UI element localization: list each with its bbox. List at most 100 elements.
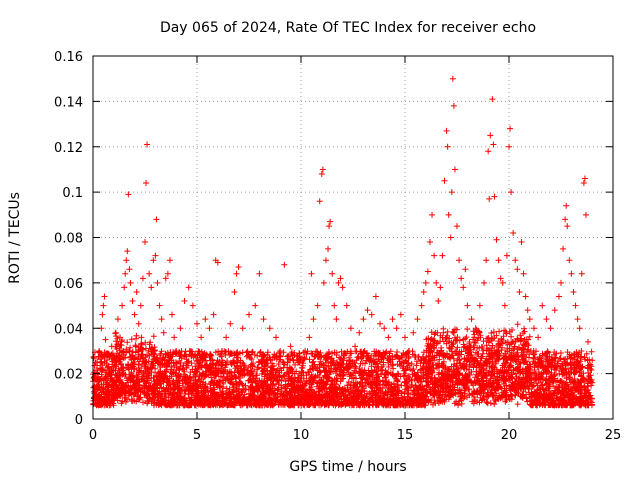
data-point [156,302,163,309]
data-point [364,307,371,314]
chart-title: Day 065 of 2024, Rate Of TEC Index for r… [160,20,536,36]
data-point [389,316,396,323]
data-point [117,334,124,341]
data-point [158,316,165,323]
data-point [444,143,451,150]
data-point [562,216,569,223]
y-tick-label: 0.14 [54,95,83,110]
data-point [551,307,558,314]
data-point [574,316,581,323]
data-point [447,234,454,241]
y-tick-label: 0 [75,413,83,428]
data-point [518,239,525,246]
data-point [126,266,133,273]
data-point [462,266,469,273]
data-point [198,334,205,341]
data-point [329,270,336,277]
data-point [372,293,379,300]
data-point [160,329,167,336]
data-point [293,352,300,359]
data-point [112,329,119,336]
data-point [539,302,546,309]
data-point [239,325,246,332]
x-tick-label: 20 [501,428,518,443]
data-point [356,329,363,336]
data-point [287,343,294,350]
data-point [456,257,463,264]
data-point [490,141,497,148]
data-point [572,302,579,309]
data-point [368,311,375,318]
data-point [143,180,150,187]
y-tick-label: 0.02 [54,368,83,383]
data-point [516,288,523,295]
data-point [210,311,217,318]
data-point [530,325,537,332]
data-point [414,316,421,323]
data-point [526,316,533,323]
data-point [535,334,542,341]
dense-points [90,321,596,409]
data-point [481,279,488,286]
data-point [578,270,585,277]
y-tick-label: 0.1 [62,186,83,201]
data-point [131,311,138,318]
data-point [91,388,98,395]
data-point [406,347,413,354]
data-point [101,293,108,300]
data-point [153,216,160,223]
data-point [129,298,136,305]
data-point [318,170,325,177]
data-point [326,223,333,230]
data-point [385,334,392,341]
data-point [150,257,157,264]
data-point [580,180,587,187]
data-point [381,325,388,332]
data-point [123,257,130,264]
data-point [337,275,344,282]
data-point [514,266,521,273]
data-point [206,325,213,332]
x-tick-labels: 0 5 10 15 20 25 [89,428,621,443]
data-point [110,357,117,364]
x-axis-label: GPS time / hours [289,459,406,475]
data-point [114,316,121,323]
data-point [522,293,529,300]
data-point [124,248,131,255]
data-point [352,343,359,350]
y-axis-label: ROTI / TECUs [7,192,23,284]
data-point [127,279,134,286]
data-point [306,334,313,341]
data-point [582,211,589,218]
data-point [426,239,433,246]
data-point [218,347,225,354]
data-point [458,275,465,282]
data-point [501,302,508,309]
data-point [135,320,142,327]
data-point [347,325,354,332]
data-point [506,143,512,150]
data-point [422,279,429,286]
data-point [146,270,153,277]
data-point [102,336,109,343]
data-point [435,298,442,305]
data-point [320,279,327,286]
y-tick-labels: 0 0.02 0.04 0.06 0.08 0.1 0.12 0.14 0.16 [54,50,83,428]
x-tick-label: 0 [89,428,97,443]
data-point [503,252,510,259]
data-point [568,270,575,277]
data-point [570,288,577,295]
x-tick-label: 10 [293,428,310,443]
data-point [472,325,479,332]
data-point [281,261,288,268]
data-point [393,325,400,332]
data-point [520,270,527,277]
data-point [181,298,188,305]
data-point [331,302,338,309]
x-tick-label: 25 [605,428,622,443]
data-point [497,275,504,282]
x-tick-label: 15 [397,428,414,443]
data-point [108,343,115,350]
data-point [445,211,452,218]
